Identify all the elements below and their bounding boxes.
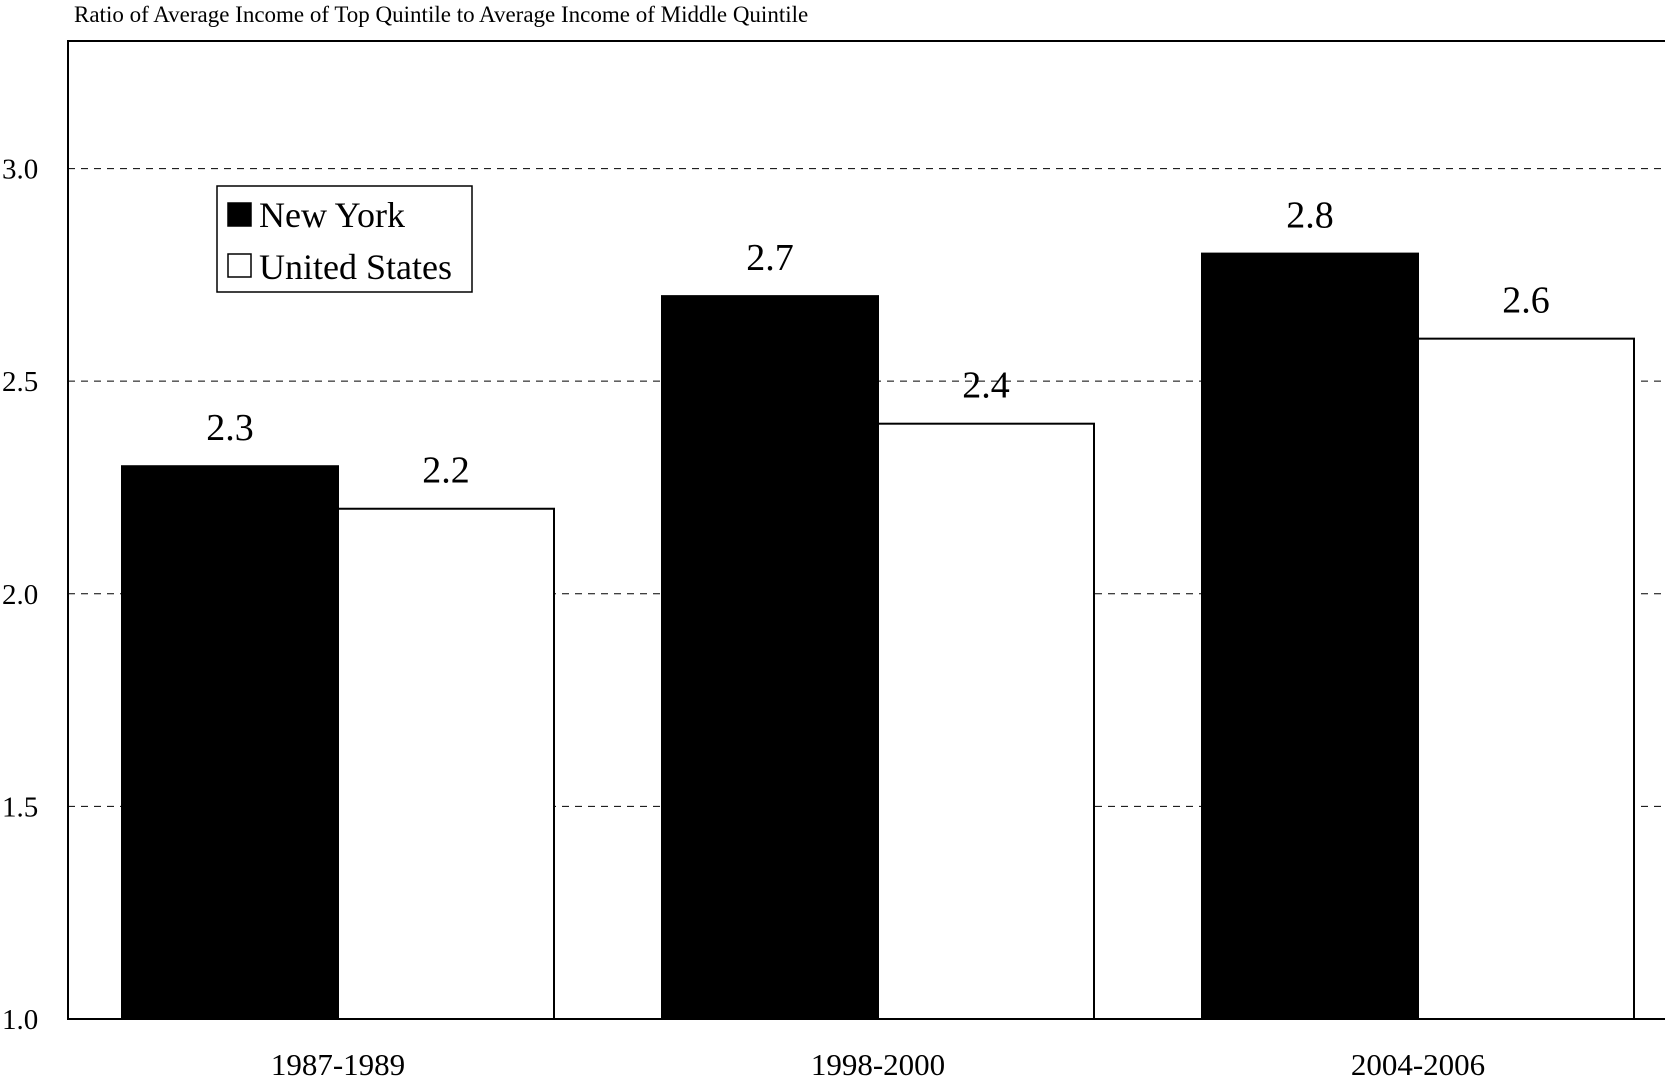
bar-united-states xyxy=(337,507,555,1020)
bar-united-states xyxy=(1417,337,1635,1020)
bar-new-york xyxy=(121,465,339,1020)
data-label: 2.2 xyxy=(422,450,470,492)
data-label: 2.7 xyxy=(746,237,794,279)
legend-label-united-states: United States xyxy=(259,247,452,287)
plot-frame xyxy=(67,40,1665,1020)
y-tick-label: 3.0 xyxy=(2,154,38,186)
y-tick-label: 2.0 xyxy=(2,579,38,611)
legend-label-new-york: New York xyxy=(259,195,405,235)
bars xyxy=(121,252,1635,1020)
bar-new-york xyxy=(1201,252,1419,1020)
x-axis-ticks: 1987-1989 1998-2000 2004-2006 xyxy=(271,1047,1485,1082)
y-tick-label: 1.0 xyxy=(2,1004,38,1036)
bar-new-york xyxy=(661,295,879,1020)
x-tick-label: 1998-2000 xyxy=(811,1047,945,1082)
legend-swatch-united-states xyxy=(227,253,252,278)
y-tick-label: 1.5 xyxy=(2,791,38,823)
legend-box xyxy=(216,185,473,293)
bar-united-states xyxy=(877,422,1095,1020)
data-labels: 2.3 2.2 2.7 2.4 2.8 2.6 xyxy=(206,195,1550,492)
x-tick-label: 1987-1989 xyxy=(271,1047,405,1082)
x-tick-label: 2004-2006 xyxy=(1351,1047,1485,1082)
data-label: 2.6 xyxy=(1502,280,1550,322)
chart-title: Ratio of Average Income of Top Quintile … xyxy=(74,2,808,27)
data-label: 2.4 xyxy=(962,365,1010,407)
data-label: 2.3 xyxy=(206,407,254,449)
data-label: 2.8 xyxy=(1286,195,1334,237)
legend-swatch-new-york xyxy=(227,202,252,227)
y-axis-ticks: 1.0 1.5 2.0 2.5 3.0 xyxy=(2,154,38,1036)
y-tick-label: 2.5 xyxy=(2,366,38,398)
legend: New York United States xyxy=(216,185,473,293)
